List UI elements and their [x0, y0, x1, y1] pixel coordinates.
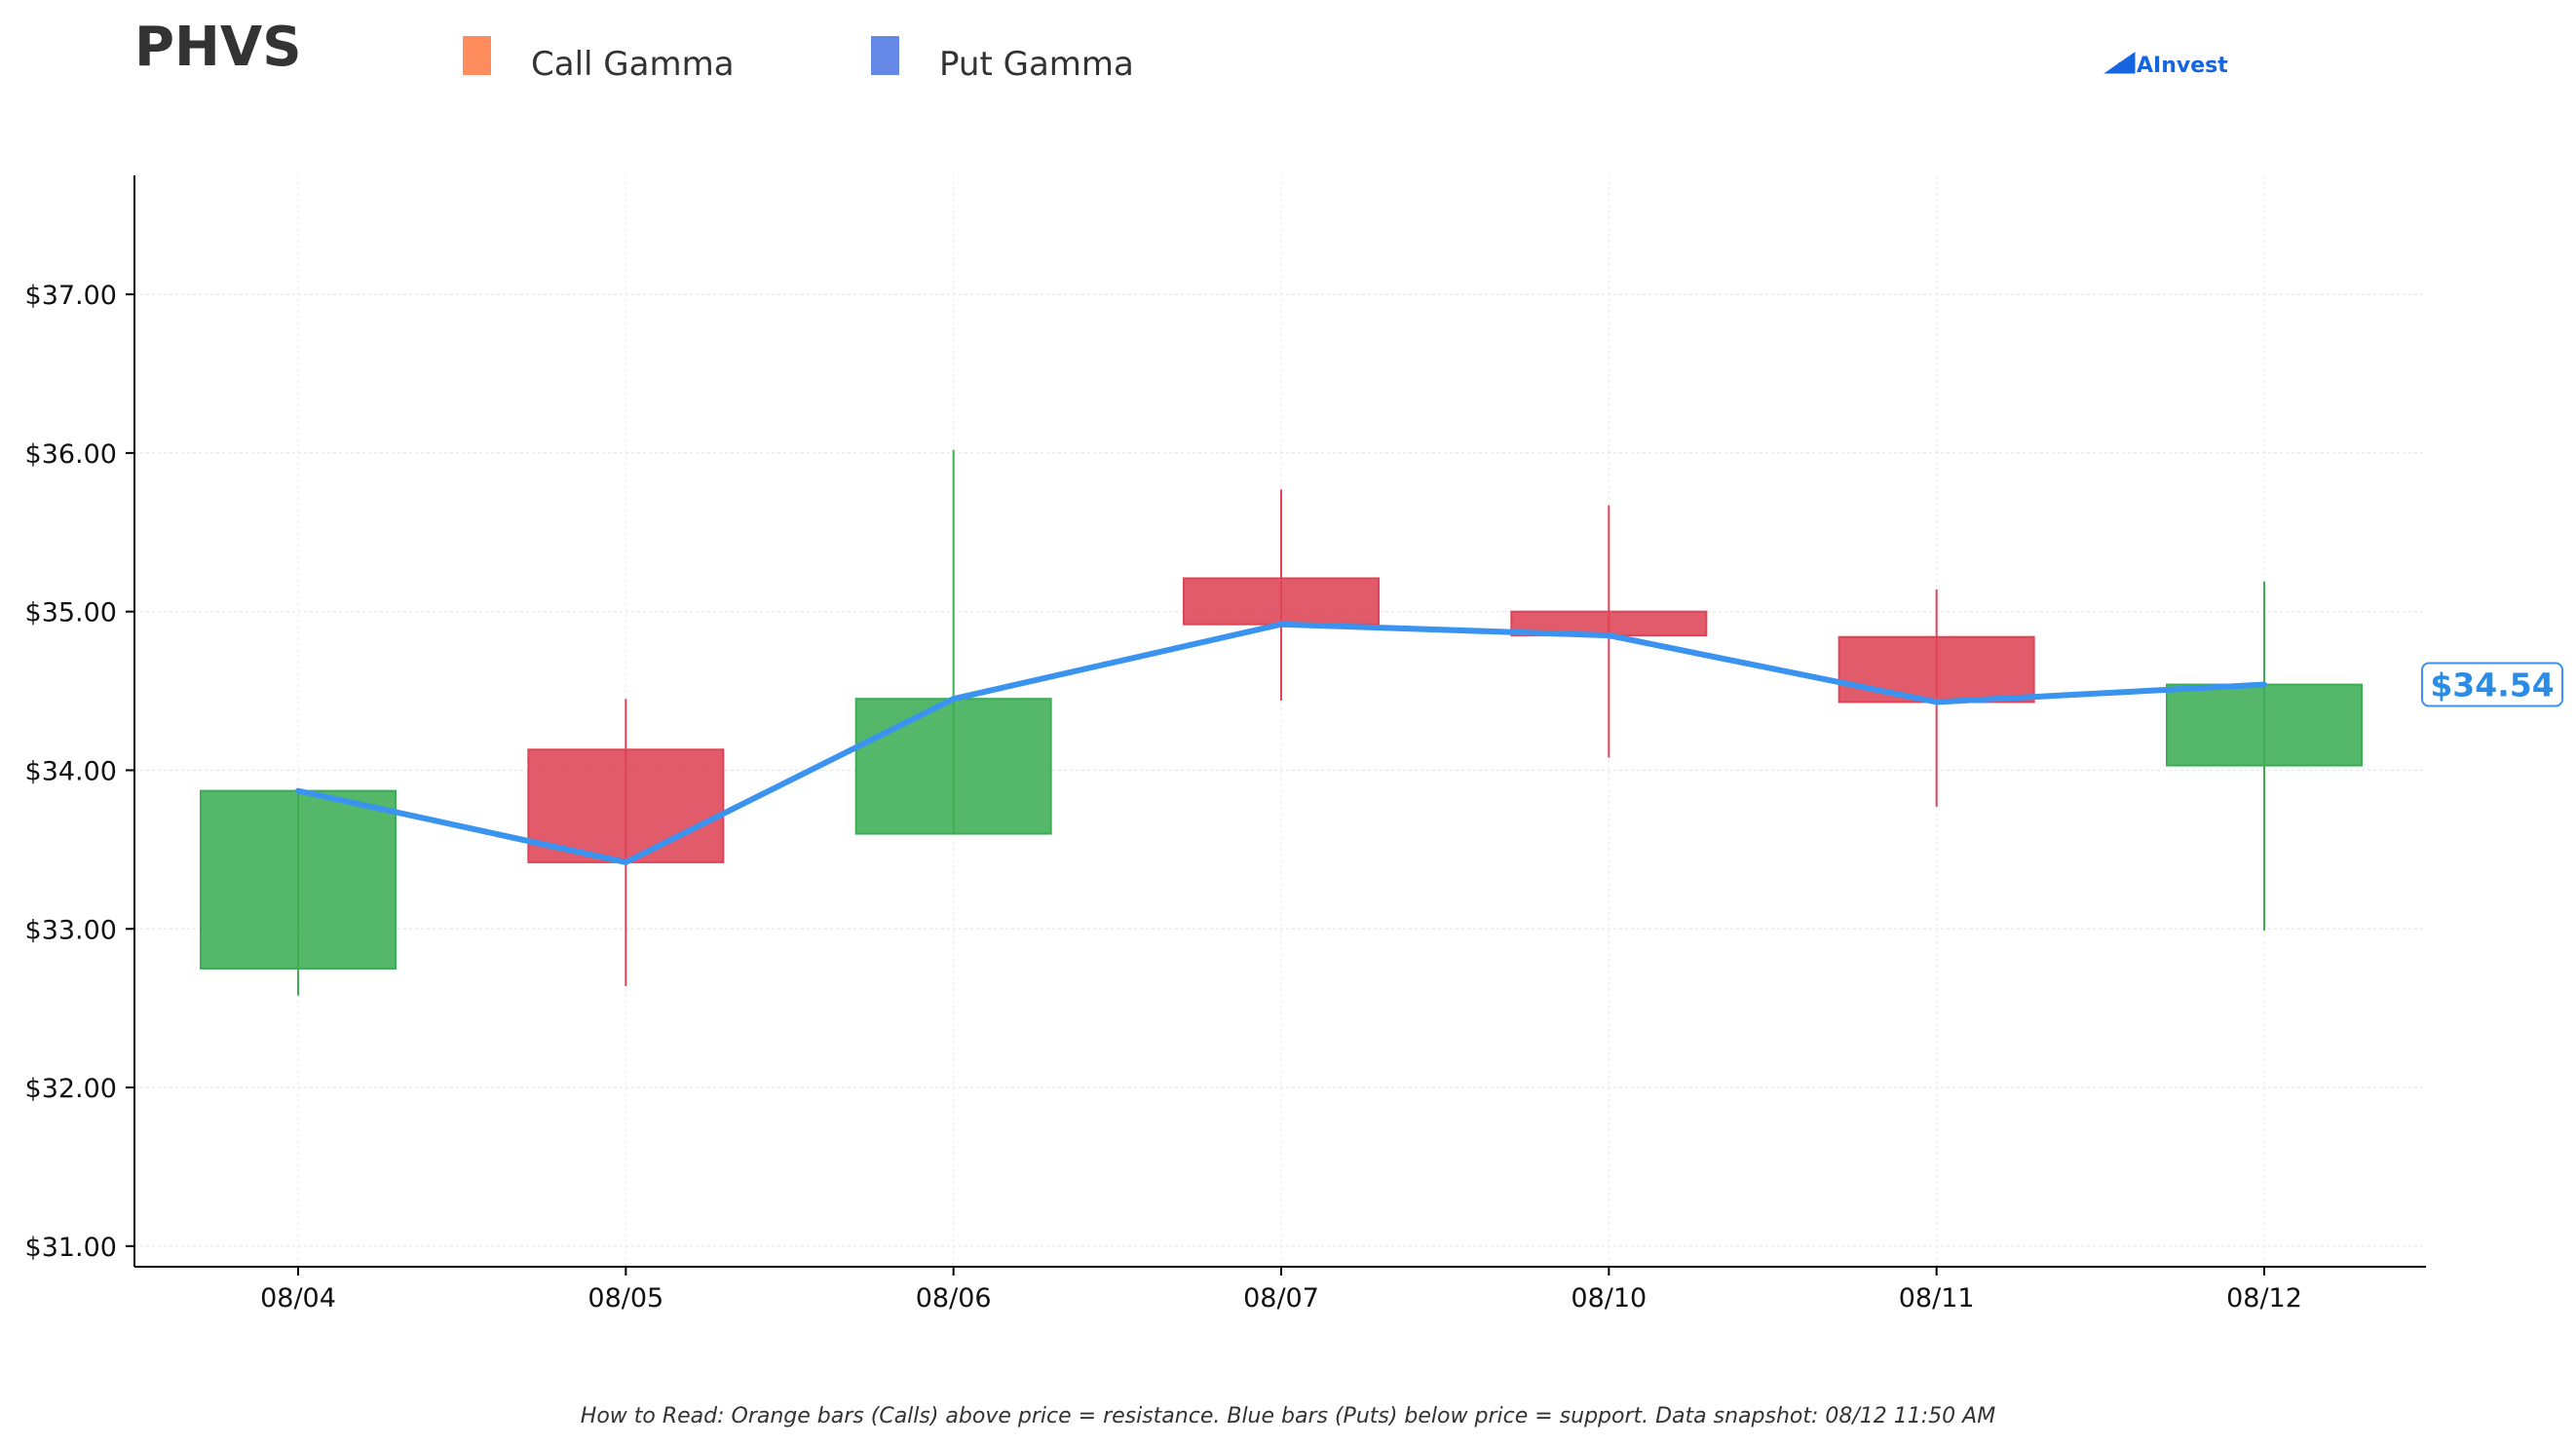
y-tick-label: $36.00	[25, 439, 117, 470]
y-tick-label: $35.00	[25, 598, 117, 628]
price-badge-box	[2421, 662, 2563, 707]
price-line-group	[295, 621, 2267, 865]
candle-body-08-11	[1837, 635, 2035, 704]
ticker-title: PHVS	[134, 16, 302, 79]
x-axis-ticks: 08/04 08/05 08/06 08/07 08/10 08/11 08/12	[260, 1267, 2302, 1314]
legend-swatch-2	[871, 36, 899, 75]
x-tick-label: 08/11	[1899, 1283, 1975, 1314]
current-price-badge: $34.54	[2421, 662, 2563, 707]
y-tick-label: $32.00	[25, 1074, 117, 1104]
x-tick-label: 08/06	[916, 1283, 992, 1314]
footnote: How to Read: Orange bars (Calls) above p…	[581, 1404, 1995, 1428]
candles	[200, 449, 2363, 996]
x-tick-label: 08/12	[2226, 1283, 2302, 1314]
logo-chart-icon	[2103, 52, 2136, 74]
brand-name: AInvest	[2137, 54, 2228, 78]
ainvest-logo: AInvest	[2103, 52, 2228, 78]
axes	[133, 175, 2426, 1268]
y-tick-label: $37.00	[25, 281, 117, 311]
y-tick-label: $31.00	[25, 1233, 117, 1263]
legend-label-1: Call Gamma	[531, 45, 735, 84]
legend-swatch-1	[463, 36, 491, 75]
candle-body-08-04	[200, 789, 397, 970]
y-axis-ticks: $31.00 $32.00 $33.00 $34.00 $35.00 $36.00 $37.…	[25, 281, 134, 1263]
candle-body-08-07	[1183, 577, 1380, 626]
candle-body-08-12	[2166, 683, 2363, 767]
price-line	[295, 621, 2267, 865]
candle-body-08-06	[854, 698, 1052, 835]
candle-body-08-05	[527, 748, 725, 863]
grid	[134, 175, 2426, 1267]
y-tick-label: $34.00	[25, 756, 117, 786]
x-tick-label: 08/10	[1571, 1283, 1647, 1314]
y-tick-label: $33.00	[25, 915, 117, 945]
legend-label-2: Put Gamma	[939, 45, 1134, 84]
price-badge-label: $34.54	[2430, 666, 2554, 704]
x-tick-label: 08/05	[587, 1283, 663, 1314]
x-tick-label: 08/04	[260, 1283, 336, 1314]
legend: Call Gamma Put Gamma	[463, 36, 1134, 84]
x-tick-label: 08/07	[1243, 1283, 1319, 1314]
